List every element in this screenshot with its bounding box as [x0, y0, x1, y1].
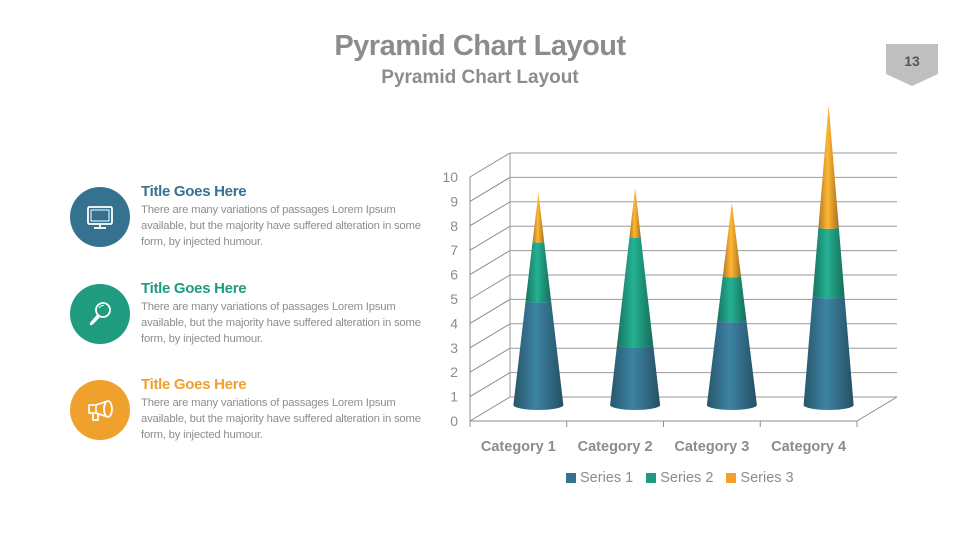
legend-swatch — [726, 473, 737, 483]
page-title: Pyramid Chart Layout — [334, 30, 626, 62]
gridline-side — [469, 323, 511, 349]
y-tick-label: 7 — [450, 242, 458, 258]
pyramid-segment-series-1 — [513, 300, 564, 410]
y-tick-label: 9 — [450, 193, 458, 209]
legend-label: Series 2 — [660, 470, 714, 486]
y-tick-label: 4 — [450, 315, 458, 331]
x-category-label: Category 4 — [771, 439, 846, 455]
pyramid-segment-series-2 — [525, 241, 552, 303]
pyramid-segment-series-3 — [629, 187, 641, 238]
y-tick-label: 1 — [450, 389, 458, 405]
legend-swatch — [566, 473, 576, 483]
gridline-side — [469, 372, 511, 398]
magnifier-icon — [89, 302, 111, 326]
feature-description: There are many variations of passages Lo… — [141, 301, 421, 345]
y-tick-label: 6 — [450, 267, 458, 283]
feature-title: Title Goes Here — [141, 183, 247, 200]
feature-item-3: Title Goes Here There are many variation… — [70, 376, 430, 450]
y-tick-label: 8 — [450, 218, 458, 234]
gridline-side — [469, 274, 511, 300]
y-tick-label: 10 — [442, 169, 458, 185]
pyramid-segment-series-1 — [706, 319, 757, 410]
page-number-badge: 13 — [886, 44, 938, 86]
gridline-side — [469, 298, 511, 324]
feature-icon-circle — [70, 284, 130, 344]
pyramid-segment-series-2 — [717, 275, 747, 323]
pyramid-segment-series-1 — [803, 295, 854, 410]
feature-title: Title Goes Here — [141, 280, 247, 297]
feature-title: Title Goes Here — [141, 376, 247, 393]
legend-label: Series 3 — [740, 470, 794, 486]
feature-description: There are many variations of passages Lo… — [141, 204, 421, 248]
x-category-label: Category 3 — [674, 439, 749, 455]
pyramid-segment-series-2 — [812, 226, 845, 299]
gridline-side — [469, 152, 511, 178]
y-tick-label: 5 — [450, 291, 458, 307]
gridline-side — [469, 396, 511, 422]
legend-item-series-3: Series 3 — [726, 470, 794, 486]
pyramid-segment-series-2 — [617, 236, 654, 348]
pyramid-segment-series-3 — [532, 192, 545, 243]
feature-description: There are many variations of passages Lo… — [141, 397, 421, 441]
chart-legend: Series 1 Series 2 Series 3 — [566, 470, 794, 486]
feature-item-2: Title Goes Here There are many variation… — [70, 280, 430, 354]
y-tick-label: 0 — [450, 413, 458, 429]
legend-item-series-2: Series 2 — [646, 470, 713, 486]
page-subtitle: Pyramid Chart Layout — [381, 67, 579, 88]
pyramid-segment-series-1 — [610, 344, 661, 410]
pyramid-segment-series-3 — [818, 104, 839, 229]
y-tick-label: 2 — [450, 364, 458, 380]
pyramid-segment-series-3 — [722, 202, 741, 278]
feature-item-1: Title Goes Here There are many variation… — [70, 183, 430, 257]
megaphone-icon — [88, 400, 113, 421]
gridline-side — [469, 250, 511, 276]
gridline-side — [469, 201, 511, 227]
legend-label: Series 1 — [580, 470, 634, 486]
floor-edge — [856, 396, 898, 422]
y-tick-label: 3 — [450, 340, 458, 356]
monitor-icon — [87, 206, 113, 229]
x-category-label: Category 1 — [481, 439, 556, 455]
feature-icon-circle — [70, 380, 130, 440]
feature-icon-circle — [70, 187, 130, 247]
x-category-label: Category 2 — [578, 439, 653, 455]
page-number: 13 — [904, 53, 920, 69]
badge-shape — [886, 44, 938, 86]
gridline-side — [469, 176, 511, 202]
legend-swatch — [646, 473, 657, 483]
legend-item-series-1: Series 1 — [566, 470, 633, 486]
gridline-side — [469, 347, 511, 373]
gridline-side — [469, 225, 511, 251]
